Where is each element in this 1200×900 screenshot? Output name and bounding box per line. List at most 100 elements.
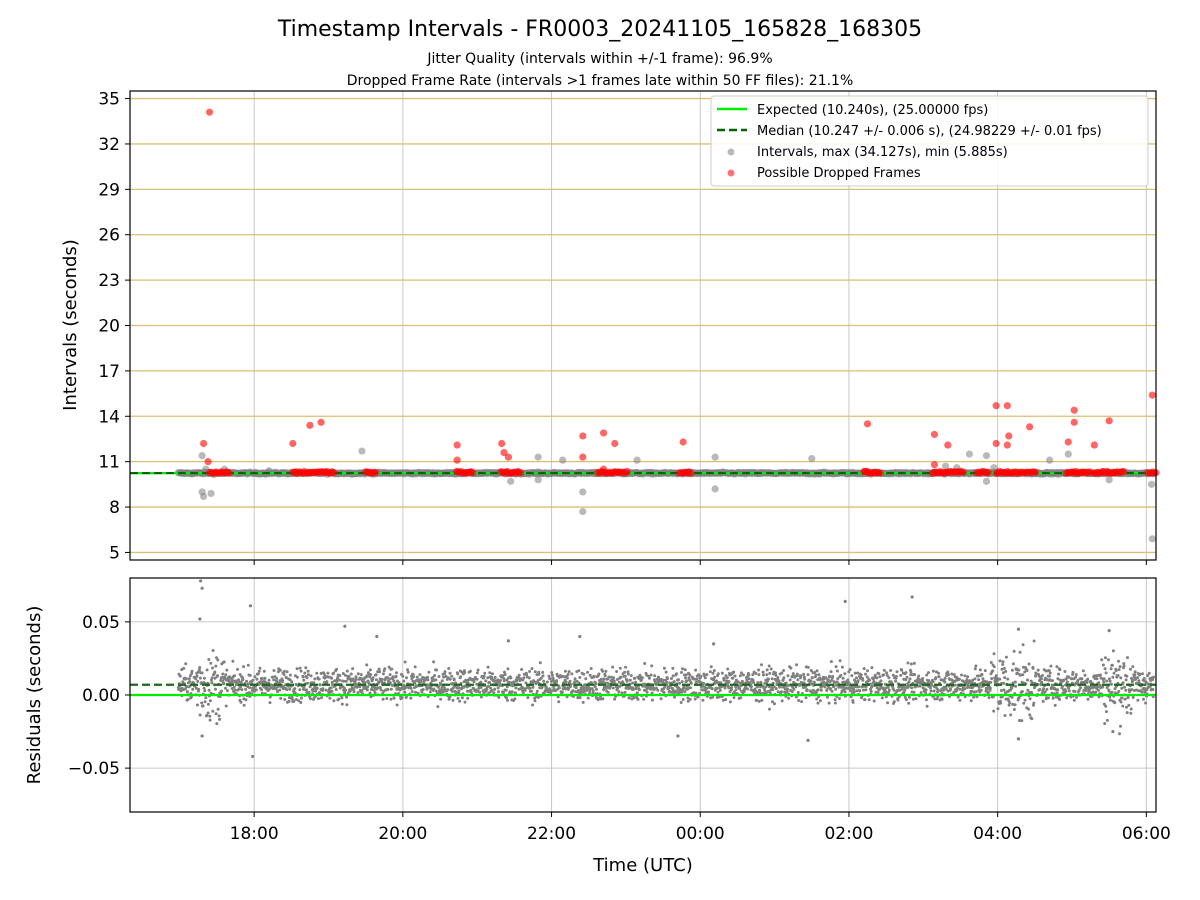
residual-point	[325, 680, 329, 684]
residual-point	[224, 686, 227, 690]
residual-point	[810, 690, 814, 694]
residual-point	[557, 686, 561, 690]
residual-point	[315, 686, 319, 690]
residual-point	[439, 683, 443, 687]
residual-point	[726, 667, 730, 671]
residual-point	[201, 704, 205, 708]
residual-point	[686, 699, 690, 703]
bottom-xtick-label: 04:00	[973, 824, 1022, 844]
residual-point	[1122, 662, 1126, 666]
interval-point	[534, 476, 542, 484]
interval-point	[207, 489, 215, 498]
residual-point	[200, 701, 204, 705]
residual-point	[965, 678, 969, 682]
residual-point	[354, 675, 358, 679]
residual-point	[853, 685, 857, 689]
residual-point	[420, 690, 424, 694]
residual-point	[1028, 713, 1032, 717]
residual-point	[207, 688, 211, 692]
residual-point	[894, 679, 898, 683]
residual-point	[215, 722, 219, 726]
residual-point	[414, 690, 417, 694]
residual-point	[680, 680, 684, 684]
residual-point	[391, 675, 395, 679]
residual-point	[215, 656, 218, 660]
residual-point	[831, 675, 835, 678]
residual-point	[792, 687, 796, 691]
residual-point	[267, 678, 271, 682]
residual-point	[697, 673, 701, 677]
residual-point	[751, 678, 755, 682]
residual-point	[388, 681, 392, 685]
residual-point	[1021, 673, 1025, 677]
residual-point	[1123, 685, 1126, 689]
residual-point	[732, 690, 736, 694]
residual-point	[1107, 629, 1111, 633]
residual-point	[596, 698, 600, 702]
residual-point	[634, 680, 638, 684]
residual-point	[847, 681, 851, 685]
residual-point	[1026, 678, 1029, 682]
residual-point	[260, 688, 264, 692]
dropped-frame-point	[599, 429, 608, 437]
residual-point	[363, 681, 367, 684]
residual-point	[725, 679, 729, 683]
residual-point	[282, 669, 286, 673]
residual-point	[520, 668, 524, 671]
residual-point	[924, 688, 928, 692]
residual-point	[765, 668, 769, 672]
residual-point	[857, 685, 861, 689]
residual-point	[377, 667, 381, 671]
residual-point	[1023, 698, 1027, 702]
residual-point	[317, 697, 320, 701]
residual-point	[275, 677, 279, 680]
bottom-xtick-label: 00:00	[676, 824, 725, 844]
residual-point	[468, 669, 472, 673]
residual-point	[1102, 702, 1106, 706]
residual-point	[568, 679, 572, 683]
residual-point	[409, 696, 413, 700]
residual-point	[550, 671, 554, 674]
residual-point	[1113, 701, 1117, 705]
residual-point	[942, 688, 945, 692]
residual-point	[263, 676, 267, 680]
residual-point	[332, 699, 336, 703]
residual-point	[1032, 639, 1036, 643]
residual-point	[348, 689, 352, 693]
residuals-panel: 18:00 20:00 22:00 00:00 02:00 04:00 06:00 −0.05…	[68, 577, 1171, 844]
residual-point	[980, 673, 984, 676]
residual-point	[225, 668, 229, 672]
residual-point	[366, 685, 370, 689]
top-ytick-label: 20	[98, 317, 120, 337]
residual-point	[185, 690, 189, 694]
residual-point	[338, 686, 342, 690]
bottom-xtick-label: 20:00	[378, 824, 427, 844]
residual-point	[410, 690, 414, 693]
residual-point	[718, 688, 722, 692]
residual-point	[813, 671, 817, 674]
residual-point	[1126, 695, 1130, 699]
chart-subtitle-jitter: Jitter Quality (intervals within +/-1 fr…	[426, 51, 772, 67]
residual-point	[288, 673, 292, 677]
residual-point	[528, 670, 532, 673]
residual-point	[343, 691, 347, 695]
residual-point	[849, 689, 853, 693]
residual-point	[491, 672, 494, 676]
residual-point	[618, 666, 622, 670]
residual-point	[1018, 673, 1022, 677]
residual-point	[1082, 689, 1086, 692]
residual-point	[271, 687, 275, 691]
residual-point	[1010, 695, 1014, 699]
residual-point	[199, 579, 203, 583]
interval-point	[941, 462, 950, 470]
residual-point	[563, 669, 567, 673]
dropped-frame-point	[200, 439, 208, 448]
residual-point	[864, 688, 868, 692]
residual-point	[678, 681, 681, 685]
dropped-frame-point	[317, 418, 325, 426]
residual-point	[1110, 663, 1114, 667]
residual-point	[947, 673, 950, 676]
interval-point	[808, 455, 816, 463]
residual-point	[637, 688, 641, 692]
residual-point	[217, 714, 221, 718]
